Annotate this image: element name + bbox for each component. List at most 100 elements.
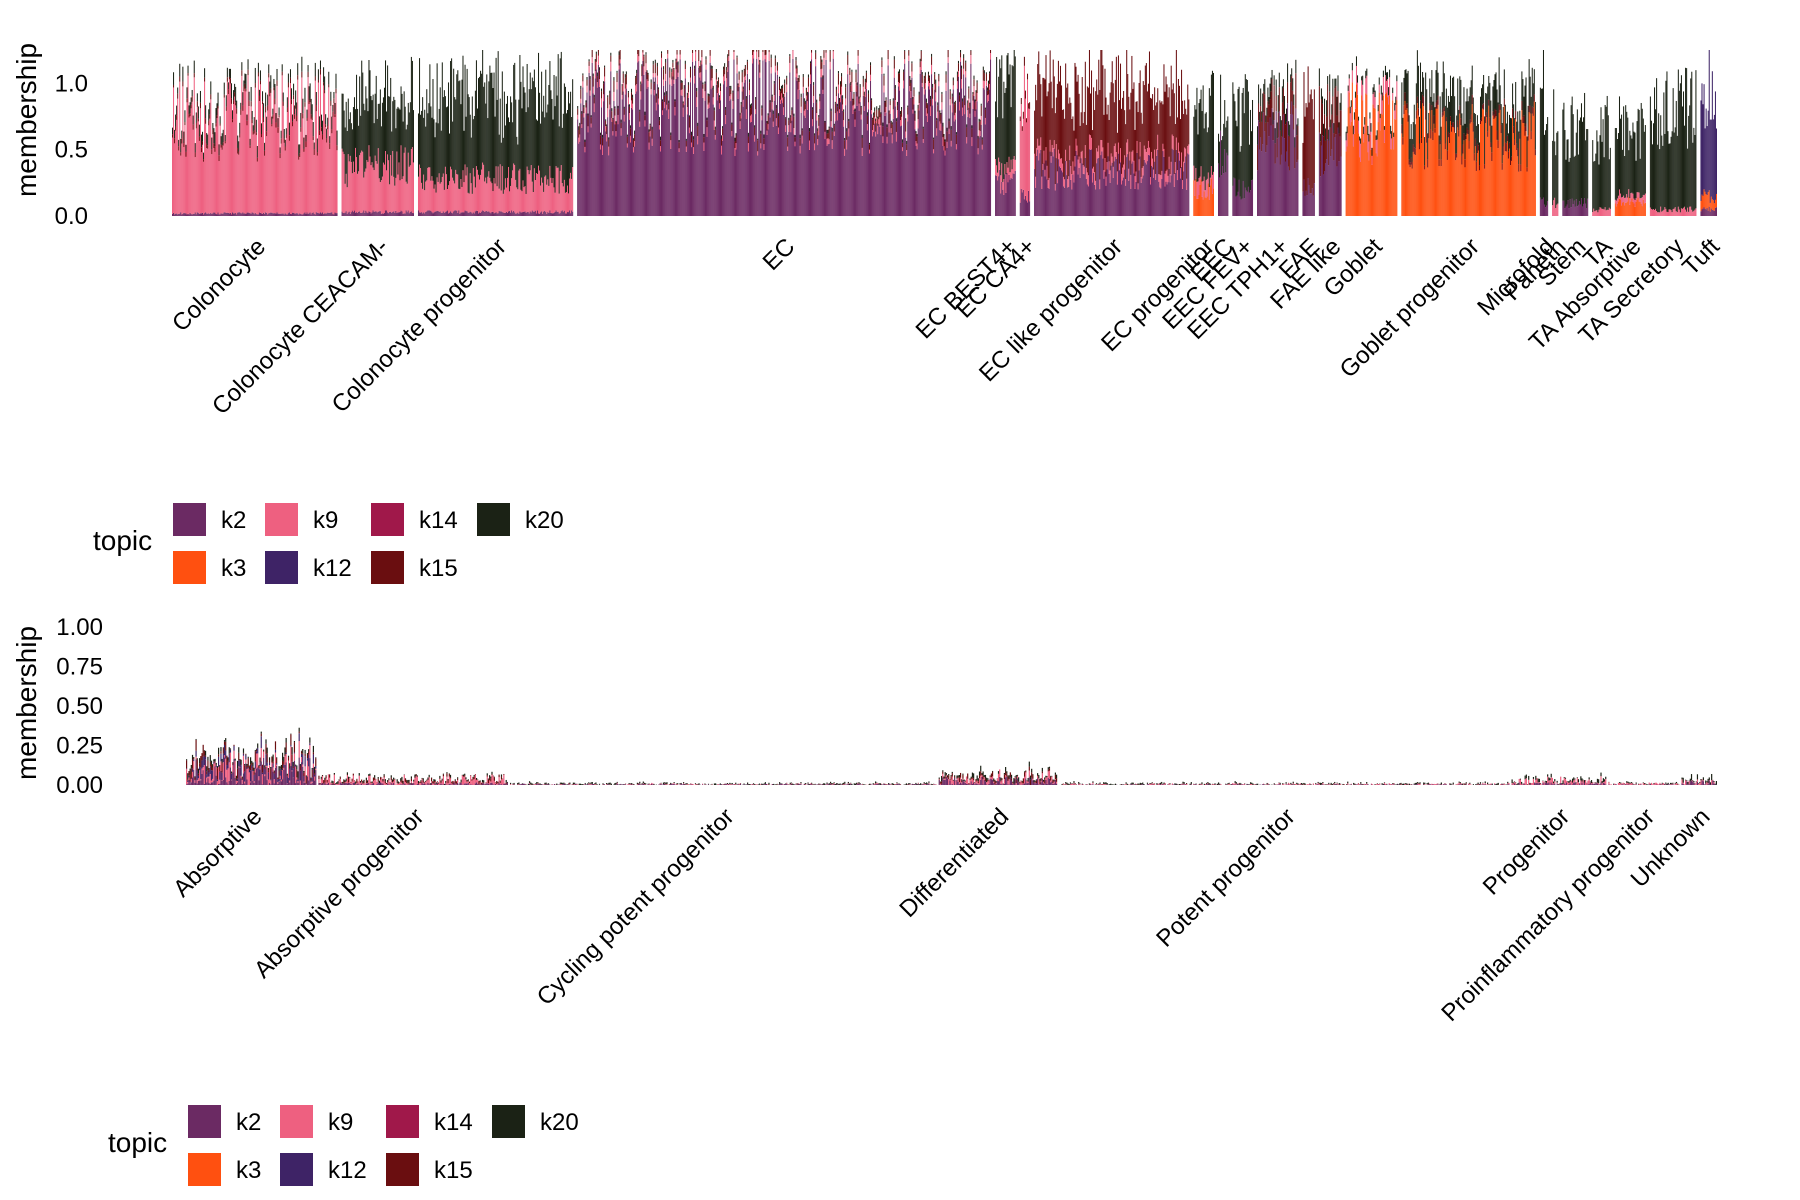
bar-segment-k15: [804, 104, 806, 110]
bar-segment-k15: [1102, 65, 1104, 148]
bar-segment-k9: [1348, 78, 1350, 93]
bar-segment-k2: [787, 150, 789, 216]
bar-segment-k9: [715, 79, 717, 85]
bar-segment-k15: [255, 132, 257, 136]
bar-segment-k2: [998, 176, 1000, 216]
bar-segment-k2: [232, 212, 234, 216]
bar-segment-k2: [875, 136, 877, 216]
bar-segment-k15: [275, 122, 277, 128]
bar-segment-k9: [489, 177, 491, 213]
bar-segment-k15: [1501, 163, 1503, 170]
bar-segment-k20: [1524, 85, 1526, 127]
bar-segment-k20: [1552, 140, 1554, 206]
bar-segment-k9: [1390, 133, 1392, 150]
bar-segment-k9: [1388, 95, 1390, 105]
bar-segment-k2: [889, 113, 891, 216]
bar-segment-k15: [228, 753, 230, 755]
bar-segment-k15: [681, 82, 683, 90]
bar-segment-k15: [946, 131, 948, 142]
bar-segment-k9: [215, 126, 217, 214]
bar-segment-k2: [868, 153, 870, 216]
bar-segment-k20: [457, 70, 459, 175]
bar-segment-k2: [990, 59, 992, 216]
bar-segment-k2: [1547, 200, 1549, 216]
bar-segment-k9: [1154, 149, 1156, 162]
bar-segment-k2: [614, 124, 616, 216]
bar-segment-k9: [947, 57, 949, 63]
bar-segment-k12: [246, 768, 248, 770]
bar-segment-k15: [859, 87, 861, 98]
bar-segment-k9: [252, 771, 254, 781]
bar-segment-k9: [686, 106, 688, 115]
bar-segment-k2: [620, 135, 622, 216]
bar-segment-k9: [717, 87, 719, 94]
bar-segment-k9: [558, 193, 560, 214]
bar-segment-k20: [1332, 78, 1334, 97]
bar-segment-k3: [1514, 145, 1516, 216]
bar-segment-k2: [611, 121, 613, 216]
bar-segment-k9: [1064, 179, 1066, 188]
bar-segment-k2: [694, 83, 696, 216]
bar-segment-k2: [639, 126, 641, 216]
bar-segment-k20: [816, 99, 818, 103]
bar-segment-k20: [730, 85, 732, 90]
bar-segment-k9: [417, 176, 420, 211]
bar-segment-k20: [1540, 88, 1542, 200]
bar-segment-k3: [1353, 133, 1355, 216]
bar-segment-k9: [600, 98, 603, 108]
bar-segment-k2: [517, 212, 519, 216]
bar-segment-k15: [1178, 85, 1180, 152]
bar-segment-k20: [387, 65, 389, 155]
bar-segment-k9: [245, 759, 247, 764]
bar-segment-k20: [1429, 78, 1431, 104]
bar-segment-k20: [1618, 96, 1621, 190]
bar-segment-k15: [1431, 105, 1433, 111]
bar-segment-k20: [534, 87, 536, 181]
bar-segment-k9: [208, 776, 210, 784]
bar-segment-k20: [1655, 109, 1657, 209]
bar-segment-k20: [1541, 88, 1543, 200]
bar-segment-k20: [800, 93, 802, 98]
bar-segment-k20: [209, 102, 211, 115]
bar-segment-k2: [1575, 199, 1577, 216]
bar-segment-k2: [1328, 165, 1330, 216]
bar-segment-k20: [1378, 77, 1380, 85]
bar-segment-k2: [287, 213, 289, 216]
bar-segment-k2: [907, 121, 909, 216]
bar-segment-k20: [613, 77, 615, 81]
bar-segment-k9: [520, 189, 522, 213]
bar-segment-k9: [1039, 145, 1041, 154]
bar-segment-k9: [967, 110, 969, 118]
category-block-tuft: [1700, 50, 1717, 216]
bar-segment-k2: [1085, 178, 1087, 216]
bar-segment-k9: [758, 57, 760, 65]
bar-segment-k15: [1055, 97, 1057, 145]
bar-segment-k9: [215, 766, 217, 776]
bar-segment-k20: [666, 91, 668, 95]
bar-segment-k15: [1464, 159, 1466, 168]
bar-segment-k15: [692, 50, 694, 53]
bar-segment-k20: [1348, 74, 1350, 79]
bar-segment-k9: [504, 178, 506, 213]
bar-segment-k9: [784, 93, 786, 97]
bar-segment-k9: [1374, 97, 1376, 109]
bar-segment-k2: [941, 109, 943, 216]
bar-segment-k15: [714, 129, 716, 135]
bar-segment-k20: [1276, 122, 1278, 139]
bar-segment-k2: [625, 88, 627, 216]
bar-segment-k9: [1678, 209, 1680, 216]
bar-segment-k9: [635, 85, 637, 94]
bar-segment-k9: [599, 144, 601, 150]
bar-segment-k15: [894, 88, 896, 101]
bar-segment-k20: [783, 93, 785, 98]
bar-segment-k2: [257, 214, 259, 216]
bar-segment-k2: [271, 212, 273, 216]
bar-segment-k3: [1634, 206, 1636, 216]
bar-segment-k2: [566, 212, 569, 216]
bar-segment-k15: [688, 116, 690, 128]
bar-segment-k20: [404, 106, 406, 148]
bar-segment-k15: [1267, 101, 1269, 123]
bar-segment-k15: [174, 138, 176, 144]
bar-segment-k15: [796, 67, 798, 74]
